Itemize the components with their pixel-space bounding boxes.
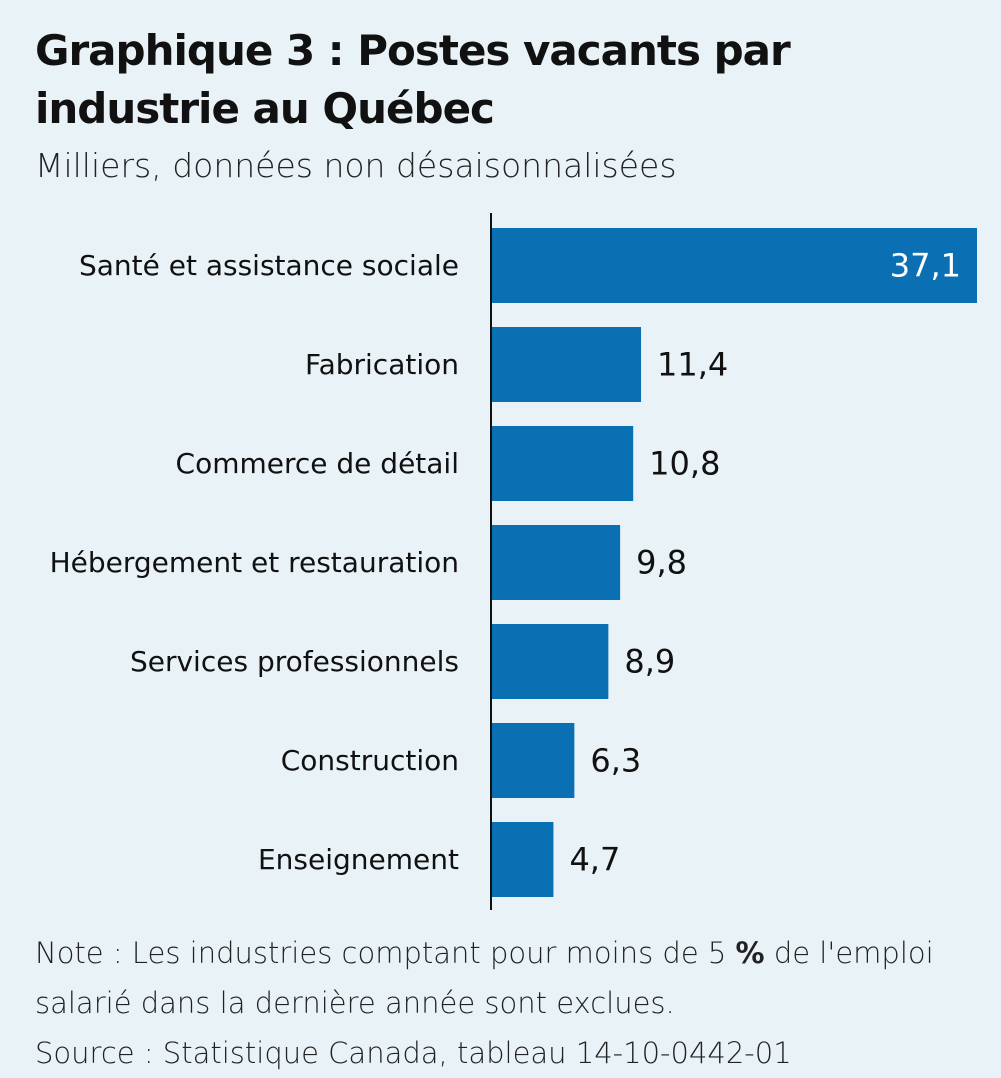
- value-label: 37,1: [890, 247, 961, 285]
- value-label: 4,7: [569, 841, 620, 879]
- value-label: 6,3: [590, 742, 641, 780]
- bar: [492, 822, 554, 897]
- bar: [492, 426, 634, 501]
- chart-title: Graphique 3 : Postes vacants par industr…: [35, 26, 791, 133]
- category-label: Construction: [281, 744, 459, 777]
- source-text: Source : Statistique Canada, tableau 14-…: [35, 1036, 792, 1070]
- note-percent: %: [735, 936, 765, 970]
- note-suffix: de l'emploi salarié dans la dernière ann…: [35, 936, 934, 1020]
- category-label: Fabrication: [305, 348, 459, 381]
- value-label: 9,8: [636, 544, 687, 582]
- category-label: Services professionnels: [130, 645, 459, 678]
- category-label: Enseignement: [258, 843, 459, 876]
- chart-subtitle: Milliers, données non désaisonnalisées: [35, 146, 677, 185]
- bar: [492, 228, 977, 303]
- note-prefix: Note : Les industries comptant pour moin…: [35, 936, 736, 970]
- value-label: 10,8: [649, 445, 720, 483]
- bar-chart: Santé et assistance sociale 37,1 Fabricati…: [50, 213, 977, 910]
- bar: [492, 723, 575, 798]
- value-label: 8,9: [624, 643, 675, 681]
- bar: [492, 624, 609, 699]
- bar: [492, 327, 642, 402]
- category-label: Commerce de détail: [176, 447, 459, 480]
- note-text: Note : Les industries comptant pour moin…: [35, 928, 985, 1028]
- chart-note: Note : Les industries comptant pour moin…: [35, 928, 985, 1078]
- value-label: 11,4: [657, 346, 728, 384]
- category-label: Hébergement et restauration: [50, 546, 459, 579]
- category-label: Santé et assistance sociale: [79, 249, 459, 282]
- bar: [492, 525, 621, 600]
